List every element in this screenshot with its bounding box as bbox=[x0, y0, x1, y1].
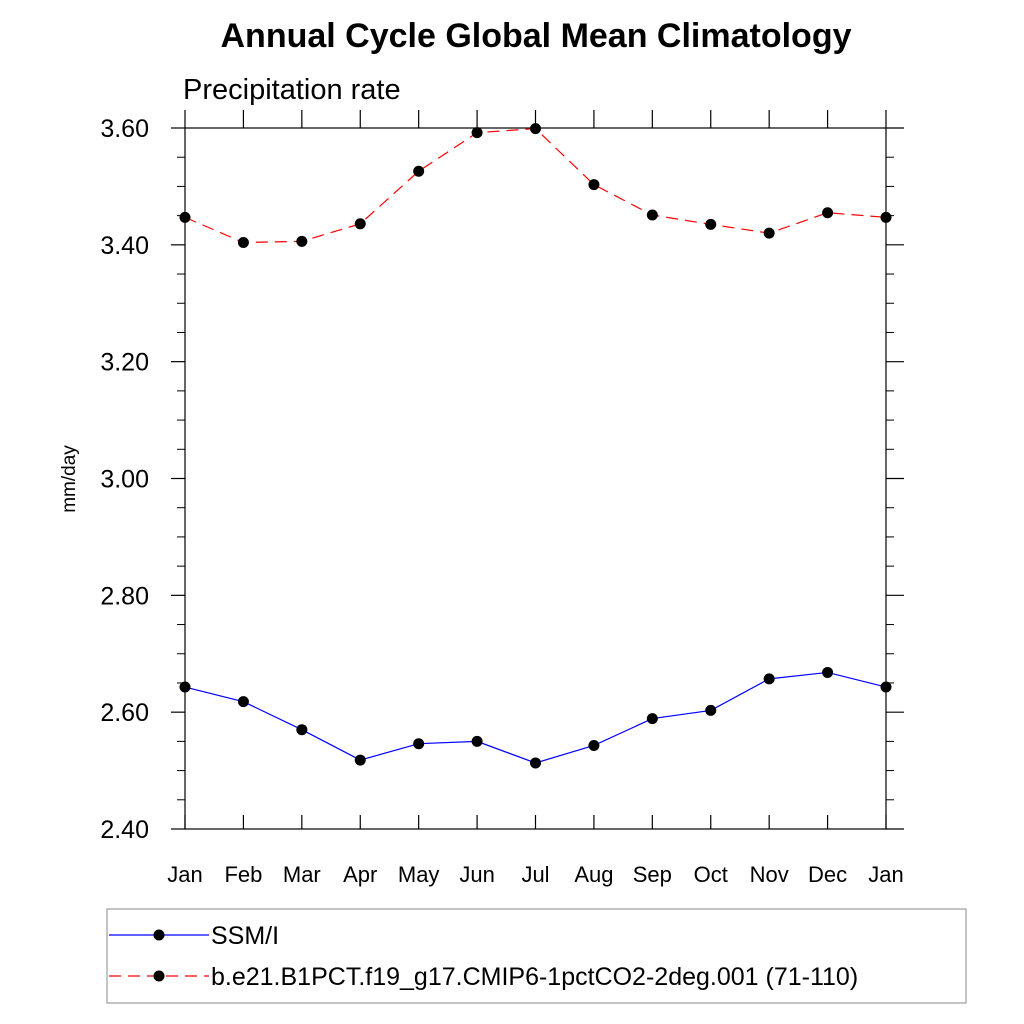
x-tick-label: Aug bbox=[574, 862, 613, 887]
axes: 2.40 2.60 2.80 3.00 3.20 3.40 3.60 Jan Feb Mar Apr… bbox=[100, 110, 904, 887]
series-0-point-7 bbox=[588, 739, 600, 751]
chart-title: Annual Cycle Global Mean Climatology bbox=[221, 17, 852, 55]
y-tick-label: 3.00 bbox=[100, 466, 149, 494]
series-1-point-11 bbox=[822, 207, 834, 219]
x-tick-label: Jun bbox=[459, 862, 494, 887]
x-tick-label: Jan bbox=[868, 862, 903, 887]
series-1-point-10 bbox=[763, 227, 775, 239]
series-1-point-12 bbox=[880, 211, 892, 223]
legend-box bbox=[106, 908, 967, 1004]
series-1-point-9 bbox=[705, 218, 717, 230]
series-0-point-5 bbox=[471, 735, 483, 747]
legend-swatch-marker-model bbox=[153, 970, 165, 982]
series-1-point-6 bbox=[530, 123, 541, 135]
chart-subtitle: Precipitation rate bbox=[183, 74, 401, 106]
x-tick-label: Jan bbox=[167, 862, 202, 887]
legend-label-ssmi: SSM/I bbox=[211, 922, 279, 950]
series-1-point-8 bbox=[646, 209, 658, 221]
y-tick-label: 2.40 bbox=[100, 816, 149, 844]
x-tick-label: Apr bbox=[343, 862, 377, 887]
series-group bbox=[179, 123, 892, 769]
series-1-point-0 bbox=[179, 211, 191, 223]
y-tick-label: 2.80 bbox=[100, 582, 149, 610]
y-tick-label: 3.20 bbox=[100, 349, 149, 377]
series-1-point-5 bbox=[471, 127, 483, 139]
series-line-0 bbox=[184, 671, 887, 764]
series-1-point-7 bbox=[588, 179, 600, 191]
legend-swatch-marker-ssmi bbox=[153, 929, 165, 941]
x-tick-label: Jul bbox=[521, 862, 549, 887]
series-1-point-3 bbox=[354, 218, 366, 230]
y-tick-label: 3.40 bbox=[100, 232, 149, 260]
series-1-point-1 bbox=[237, 236, 249, 248]
x-tick-label: Dec bbox=[808, 862, 847, 887]
series-0-point-2 bbox=[296, 724, 308, 736]
x-tick-label: Nov bbox=[750, 862, 789, 887]
y-tick-label: 2.60 bbox=[100, 699, 149, 727]
series-0-point-10 bbox=[763, 673, 775, 685]
y-axis-label: mm/day bbox=[59, 445, 80, 513]
y-tick-label: 3.60 bbox=[100, 115, 149, 143]
series-1-point-2 bbox=[296, 235, 308, 247]
series-0-point-0 bbox=[179, 681, 191, 693]
x-tick-label: Feb bbox=[224, 862, 262, 887]
x-tick-label: Oct bbox=[694, 862, 728, 887]
series-line-1 bbox=[184, 127, 887, 244]
series-0-point-12 bbox=[880, 681, 892, 693]
series-0-point-6 bbox=[530, 757, 541, 769]
series-0-point-8 bbox=[646, 713, 658, 725]
series-0-point-1 bbox=[237, 696, 249, 708]
series-0-point-3 bbox=[354, 754, 366, 766]
legend: SSM/I b.e21.B1PCT.f19_g17.CMIP6-1pctCO2-… bbox=[106, 908, 967, 1004]
series-0-point-11 bbox=[822, 666, 834, 678]
x-tick-label: Mar bbox=[283, 862, 321, 887]
x-tick-label: May bbox=[398, 862, 440, 887]
series-1-point-4 bbox=[413, 165, 425, 177]
series-0-point-4 bbox=[413, 738, 425, 750]
series-0-point-9 bbox=[705, 704, 717, 716]
x-tick-label: Sep bbox=[633, 862, 672, 887]
legend-label-model: b.e21.B1PCT.f19_g17.CMIP6-1pctCO2-2deg.0… bbox=[211, 963, 858, 991]
